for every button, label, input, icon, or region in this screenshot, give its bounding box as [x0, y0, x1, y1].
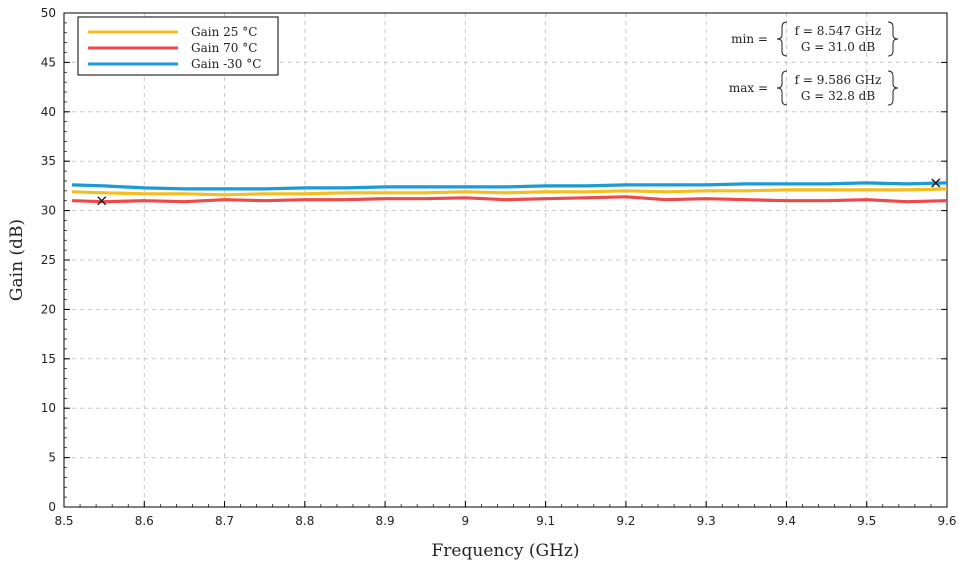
marker-layer — [97, 178, 941, 206]
min-annotation-frequency: f = 8.547 GHz — [795, 24, 882, 38]
max-annotation-gain: G = 32.8 dB — [801, 89, 875, 103]
x-tick-label: 9.1 — [536, 514, 555, 528]
y-tick-label: 35 — [41, 154, 56, 168]
min-annotation-right-brace — [887, 21, 899, 57]
legend-label-gain-minus30: Gain -30 °C — [191, 57, 261, 71]
min-annotation-label: min = — [731, 32, 768, 46]
x-tick-label: 9.3 — [697, 514, 716, 528]
y-tick-label: 15 — [41, 352, 56, 366]
x-tick-label: 9.4 — [777, 514, 796, 528]
max-annotation-label: max = — [729, 81, 768, 95]
x-tick-label: 9.2 — [616, 514, 635, 528]
x-axis-label: Frequency (GHz) — [432, 541, 580, 561]
axis-ticks: 8.5 8.6 8.7 8.8 8.9 9 9.1 9.2 9.3 9.4 9.5 9.6 0 5 10 15… — [41, 6, 957, 528]
y-tick-label: 40 — [41, 105, 56, 119]
y-tick-label: 30 — [41, 204, 56, 218]
max-annotation: max = f = 9.586 GHz G = 32.8 dB — [729, 70, 899, 106]
x-tick-label: 8.5 — [54, 514, 73, 528]
max-marker — [931, 178, 941, 188]
x-tick-label: 8.7 — [215, 514, 234, 528]
grid — [64, 13, 947, 507]
y-tick-label: 0 — [48, 500, 56, 514]
series-line-1 — [71, 195, 948, 204]
y-tick-label: 25 — [41, 253, 56, 267]
x-tick-label: 8.8 — [295, 514, 314, 528]
y-tick-label: 20 — [41, 302, 56, 316]
min-marker — [97, 196, 107, 206]
y-tick-label: 50 — [41, 6, 56, 20]
max-annotation-left-brace — [776, 70, 788, 106]
x-tick-label: 9 — [462, 514, 470, 528]
series-line-2 — [71, 181, 948, 191]
min-annotation: min = f = 8.547 GHz G = 31.0 dB — [731, 21, 899, 57]
x-tick-label: 8.9 — [376, 514, 395, 528]
series-layer — [71, 181, 948, 204]
min-annotation-left-brace — [776, 21, 788, 57]
y-tick-label: 45 — [41, 55, 56, 69]
max-annotation-right-brace — [887, 70, 899, 106]
y-tick-label: 10 — [41, 401, 56, 415]
series-line-0 — [71, 187, 948, 197]
y-axis-label: Gain (dB) — [7, 219, 27, 301]
x-tick-label: 9.6 — [937, 514, 956, 528]
max-annotation-frequency: f = 9.586 GHz — [795, 73, 882, 87]
y-tick-label: 5 — [48, 451, 56, 465]
min-annotation-gain: G = 31.0 dB — [801, 40, 875, 54]
legend-label-gain-70: Gain 70 °C — [191, 41, 257, 55]
x-tick-label: 9.5 — [857, 514, 876, 528]
legend: Gain 25 °C Gain 70 °C Gain -30 °C — [77, 16, 279, 76]
legend-label-gain-25: Gain 25 °C — [191, 25, 257, 39]
x-tick-label: 8.6 — [135, 514, 154, 528]
